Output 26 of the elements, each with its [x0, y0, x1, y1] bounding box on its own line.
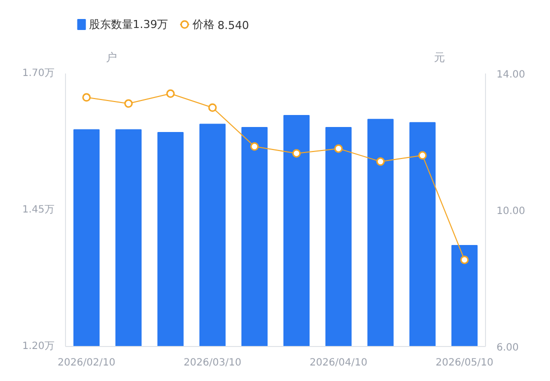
point [250, 142, 259, 151]
legend-label: 股东数量 [89, 18, 134, 31]
x-tick-label: 2026/02/10 [58, 358, 116, 368]
x-tick-label: 2026/05/10 [436, 358, 494, 368]
point [124, 99, 133, 108]
x-tick-label: 2026/04/10 [310, 358, 368, 368]
x-tick-label: 2026/03/10 [184, 358, 242, 368]
text: 1.39万 [132, 18, 168, 31]
y2-tick-label: 14.00 [496, 70, 526, 80]
y2-tick-label: 10.00 [496, 206, 526, 217]
text: 8.540 [217, 19, 249, 32]
point [460, 256, 469, 264]
point [334, 144, 343, 153]
point [418, 151, 427, 160]
point [208, 103, 217, 112]
point [166, 89, 175, 98]
y-tick-label: 1.70万 [22, 68, 54, 79]
point [376, 157, 385, 166]
point [82, 93, 91, 102]
legend-label: 价格 [191, 18, 214, 31]
point [292, 149, 301, 158]
y-tick-label: 1.45万 [22, 204, 54, 216]
y2-axis-title: 元 [434, 51, 446, 64]
y-axis-title: 户 [106, 51, 117, 64]
y2-tick-label: 6.00 [496, 342, 519, 354]
y-tick-label: 1.20万 [22, 341, 54, 352]
